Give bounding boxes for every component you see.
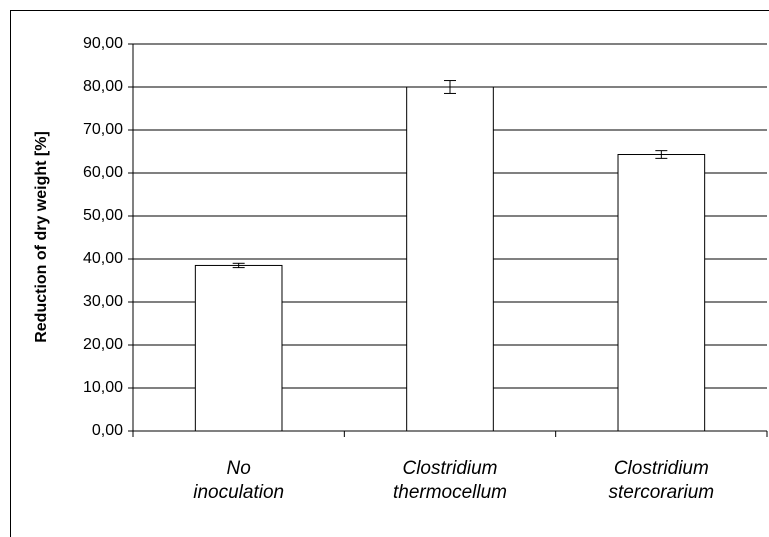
y-tick-label: 90,00 xyxy=(83,35,123,52)
x-tick-label: inoculation xyxy=(193,482,284,503)
y-tick-label: 50,00 xyxy=(83,207,123,224)
y-tick-label: 40,00 xyxy=(83,250,123,267)
chart-frame xyxy=(10,10,769,537)
y-tick-label: 80,00 xyxy=(83,78,123,95)
x-tick-label: stercorarium xyxy=(609,482,715,503)
error-bar xyxy=(655,150,668,159)
error-bar xyxy=(444,80,456,94)
x-tick-label: Clostridium xyxy=(614,458,709,479)
y-tick-label: 30,00 xyxy=(83,293,123,310)
y-tick-label: 10,00 xyxy=(83,379,123,396)
x-tick-label: thermocellum xyxy=(393,482,507,503)
x-tick-label: No xyxy=(227,458,251,479)
error-bar xyxy=(232,262,245,269)
y-axis-label: Reduction of dry weight [%] xyxy=(33,131,50,343)
y-tick-label: 0,00 xyxy=(92,422,123,439)
y-tick-label: 20,00 xyxy=(83,336,123,353)
bar xyxy=(617,154,706,432)
y-tick-label: 70,00 xyxy=(83,121,123,138)
y-tick-label: 60,00 xyxy=(83,164,123,181)
bar xyxy=(194,264,283,432)
x-tick-label: Clostridium xyxy=(402,458,497,479)
bar xyxy=(406,86,494,432)
